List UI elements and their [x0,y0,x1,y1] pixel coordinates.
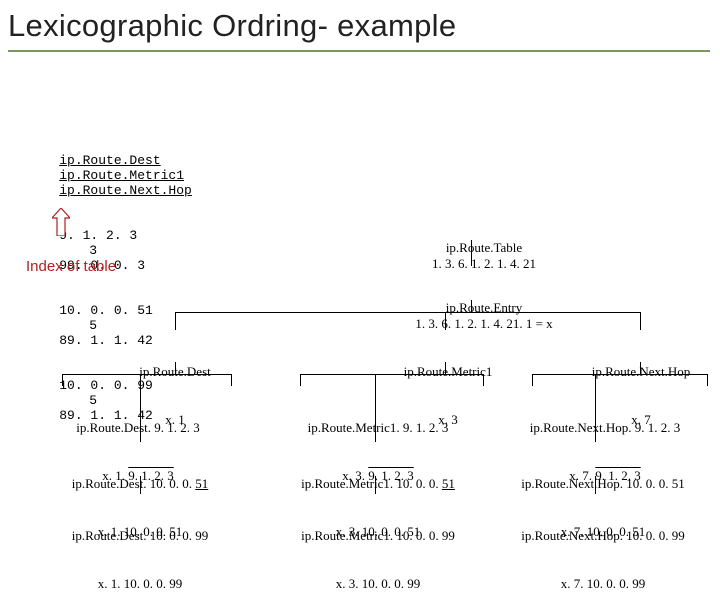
index-of-table-label: Index of table [26,258,116,275]
tree-line [471,240,472,266]
arrow-up-icon [52,208,70,236]
tree-line [483,374,484,386]
th-metric: ip.Route.Metric1 [59,168,181,183]
tree-line [300,374,484,375]
tree-line [175,312,640,313]
tree-line [375,420,376,442]
tree-line [140,420,141,442]
tree-line [445,362,446,374]
page-title: Lexicographic Ordring- example [8,8,710,44]
tree-line [595,420,596,442]
table-header-row: ip.Route.Dest ip.Route.Metric1 ip.Route.… [28,138,192,213]
tree-line [445,312,446,330]
tree-line [375,476,376,494]
tree-line [532,374,708,375]
tree-line [300,374,301,386]
tree-line [595,476,596,494]
tree-line [640,362,641,374]
leaf: ip.Route.Metric1. 10. 0. 0. 99 x. 3. 10.… [262,496,494,608]
tree-line [231,374,232,386]
tree-line [471,300,472,312]
tree-line [532,374,533,386]
tree-line [175,362,176,374]
leaf: ip.Route.Next.Hop. 10. 0. 0. 99 x. 7. 10… [488,496,718,608]
th-nexthop: ip.Route.Next.Hop [59,183,192,198]
th-dest: ip.Route.Dest [59,153,171,168]
tree-line [707,374,708,386]
tree-line [640,312,641,330]
tree-line [175,312,176,330]
tree-line [62,374,63,386]
title-bar: Lexicographic Ordring- example [8,8,710,52]
leaf: ip.Route.Dest. 10. 0. 0. 99 x. 1. 10. 0.… [30,496,250,608]
tree-line [62,374,232,375]
tree-line [140,476,141,494]
